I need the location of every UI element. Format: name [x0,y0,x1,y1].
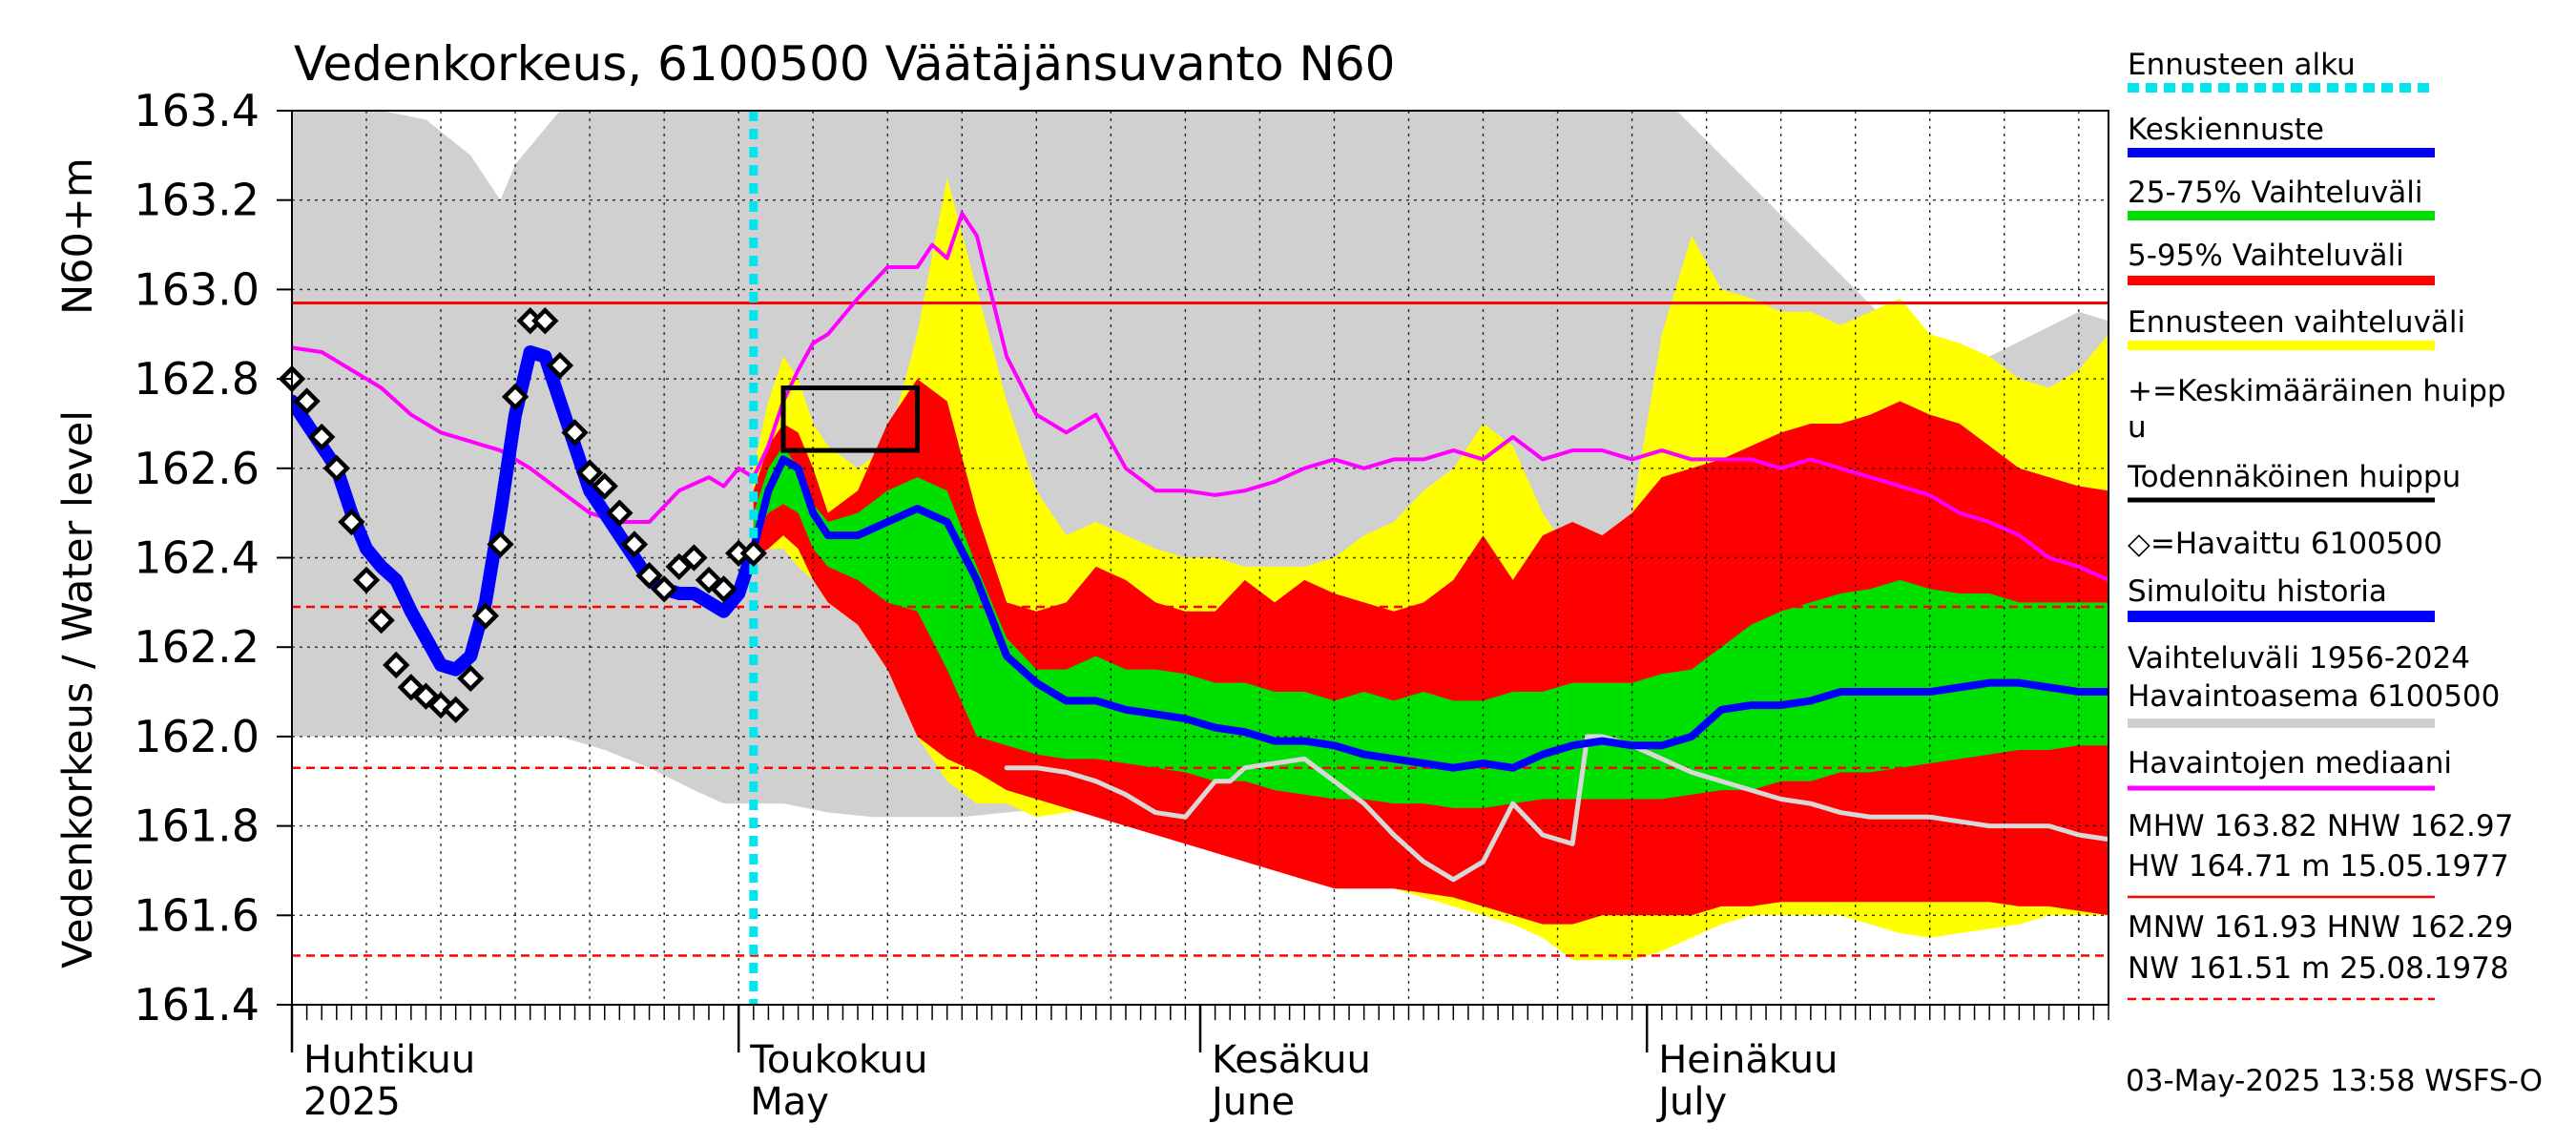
series-line [292,344,760,677]
stats-label: MNW 161.93 HNW 162.29 [2128,910,2513,945]
legend-label: Ennusteen vaihteluväli [2128,305,2465,340]
y-axis-unit-label: N60+m [54,157,102,315]
y-tick-label: 163.0 [134,263,260,315]
y-tick-label: 163.4 [134,85,260,136]
observed-point [531,307,559,335]
y-tick-label: 162.6 [134,443,260,494]
y-tick-label: 162.2 [134,621,260,673]
range-25-75-band [753,446,2109,808]
band-layer [292,111,2109,961]
observed-point [338,508,365,536]
observed-point [606,499,634,527]
y-tick-label: 162.4 [134,532,260,584]
y-axis-label: Vedenkorkeus / Water level [54,410,102,968]
stats-label: MHW 163.82 NHW 162.97 [2128,809,2513,843]
legend-label: Simuloitu historia [2128,574,2387,609]
observed-point [575,459,604,487]
chart-title: Vedenkorkeus, 6100500 Väätäjänsuvanto N6… [294,36,1395,92]
observed-point [322,454,351,482]
observed-point [352,566,381,594]
reference-lines [292,301,2109,957]
y-tick-label: 162.0 [134,711,260,762]
legend-label: Ennusteen alku [2128,48,2356,82]
observed-point [367,606,395,635]
observed-point [457,664,485,693]
y-tick-label: 161.6 [134,889,260,941]
observed-point [739,539,767,567]
legend-label: +=Keskimääräinen huipp [2128,374,2506,408]
observed-point [471,602,500,630]
stats-label: HW 164.71 m 15.05.1977 [2128,849,2509,884]
stats-label: NW 161.51 m 25.08.1978 [2128,951,2509,986]
legend-label: Vaihteluväli 1956-2024 [2128,641,2470,676]
x-month-sublabel: May [750,1080,829,1124]
observed-point [710,575,737,603]
legend-label: u [2128,410,2147,445]
observed-point [680,544,708,572]
series-layer [292,111,2109,1005]
legend-label: ◇=Havaittu 6100500 [2128,527,2442,561]
observed-point [650,575,678,603]
y-tick-label: 163.2 [134,175,260,226]
range-5-95-band [753,379,2109,925]
observed-point [635,562,663,590]
y-tick-label: 161.4 [134,979,260,1030]
x-month-label: Kesäkuu [1212,1038,1371,1082]
observed-point [501,383,530,411]
observed-point [591,472,618,500]
axes-layer: 161.4 161.6 161.8 162.0 162.2 162.4 162.6 162.8… [134,85,2109,1124]
observed-point [442,696,469,723]
observed-point [561,419,589,447]
x-month-sublabel: 2025 [303,1080,401,1124]
observed-point [383,651,410,679]
series-line [749,455,2109,772]
observed-point [546,351,574,380]
legend: Ennusteen alku Keskiennuste 25-75% Vaihtel… [2127,48,2513,1001]
x-month-label: Toukokuu [749,1038,927,1082]
y-tick-label: 162.8 [134,353,260,405]
observed-point [487,531,514,558]
probable-peak-box [780,385,920,453]
observed-point [308,423,336,451]
legend-label: Todennäköinen huippu [2127,460,2461,494]
x-month-label: Huhtikuu [303,1038,475,1082]
x-month-label: Heinäkuu [1658,1038,1838,1082]
y-tick-label: 161.8 [134,801,260,852]
legend-label: Keskiennuste [2128,113,2324,147]
observed-point [293,387,321,415]
legend-label: 5-95% Vaihteluväli [2128,239,2404,273]
timestamp: 03-May-2025 13:58 WSFS-O [2126,1064,2543,1098]
observed-point [620,531,649,558]
x-month-sublabel: July [1655,1080,1727,1124]
legend-label: 25-75% Vaihteluväli [2128,176,2423,210]
series-line [1004,734,2109,883]
legend-label: Havaintoasema 6100500 [2128,679,2500,714]
legend-label: Havaintojen mediaani [2128,746,2452,781]
observed-points [278,307,767,723]
series-line [292,211,2109,582]
x-month-sublabel: June [1209,1080,1295,1124]
